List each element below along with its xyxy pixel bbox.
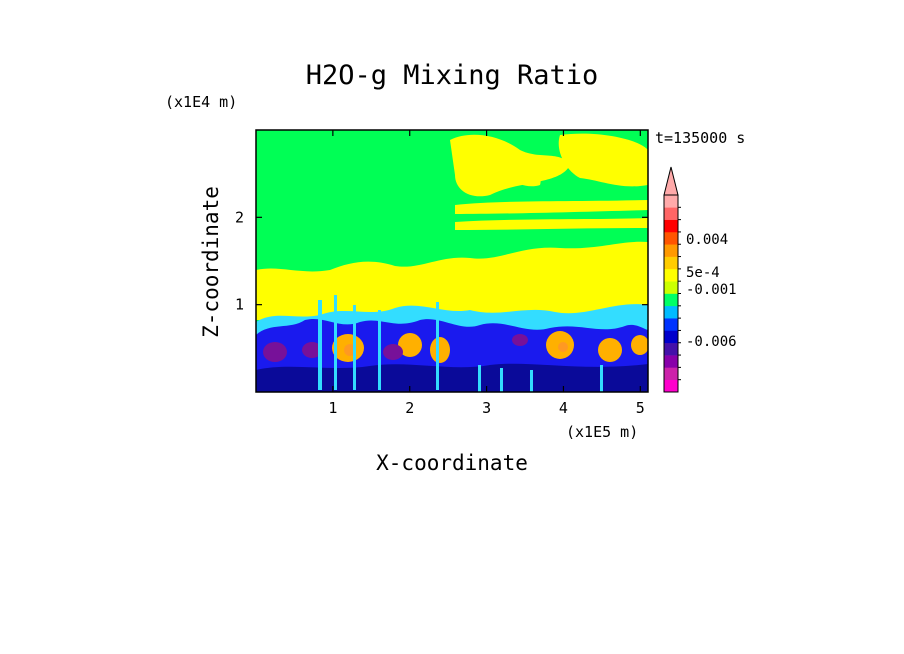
colorbar-swatch	[664, 318, 678, 331]
upper-patches	[450, 133, 648, 230]
colorbar-extend-arrow	[663, 166, 679, 196]
colorbar-swatch	[664, 355, 678, 368]
colorbar-label: 0.004	[686, 232, 728, 248]
x-tick-label: 5	[636, 399, 645, 417]
y-tick-label: 2	[235, 208, 244, 226]
colorbar-swatch	[664, 268, 678, 282]
colorbar-swatch	[664, 379, 678, 393]
x-unit-label: (x1E5 m)	[566, 423, 638, 441]
colorbar-label: -0.001	[686, 282, 737, 298]
y-axis-label: Z-coordinate	[199, 186, 223, 338]
y-tick-label: 1	[235, 296, 244, 314]
colorbar-label: -0.006	[686, 334, 737, 350]
colorbar-swatch	[664, 219, 678, 233]
plot-frame	[255, 129, 649, 393]
cores-purple	[263, 334, 528, 362]
colorbar-label: 5e-4	[686, 265, 720, 281]
colorbar-swatch	[664, 293, 678, 307]
colorbar-swatch	[664, 244, 678, 257]
colorbar-swatch	[664, 281, 678, 294]
colorbar-swatch	[664, 330, 678, 344]
time-label: t=135000 s	[655, 129, 745, 147]
y-unit-label: (x1E4 m)	[165, 93, 237, 111]
colorbar-swatch	[664, 305, 678, 319]
x-tick-label: 1	[328, 399, 337, 417]
x-tick-label: 3	[482, 399, 491, 417]
mid-band	[256, 241, 648, 320]
colorbar-swatch	[664, 231, 678, 245]
plumes	[318, 295, 603, 392]
colorbar-swatch	[664, 195, 678, 208]
contour-field	[256, 130, 648, 392]
colorbar-swatch	[664, 342, 678, 356]
x-axis-ticks: 1 2 3 4 5	[328, 130, 645, 417]
low-navy-band	[256, 363, 648, 392]
chart-title: H2O-g Mixing Ratio	[306, 60, 599, 91]
colorbar-swatch	[664, 256, 678, 270]
x-tick-label: 4	[559, 399, 568, 417]
x-tick-label: 2	[405, 399, 414, 417]
colorbar-swatch	[664, 367, 678, 380]
colorbar-swatch	[664, 207, 678, 220]
colorbar	[663, 166, 681, 393]
colorbar-labels: 0.004 5e-4 -0.001 -0.006	[686, 232, 737, 350]
x-axis-label: X-coordinate	[376, 451, 528, 475]
y-axis-ticks: 12	[235, 208, 648, 314]
